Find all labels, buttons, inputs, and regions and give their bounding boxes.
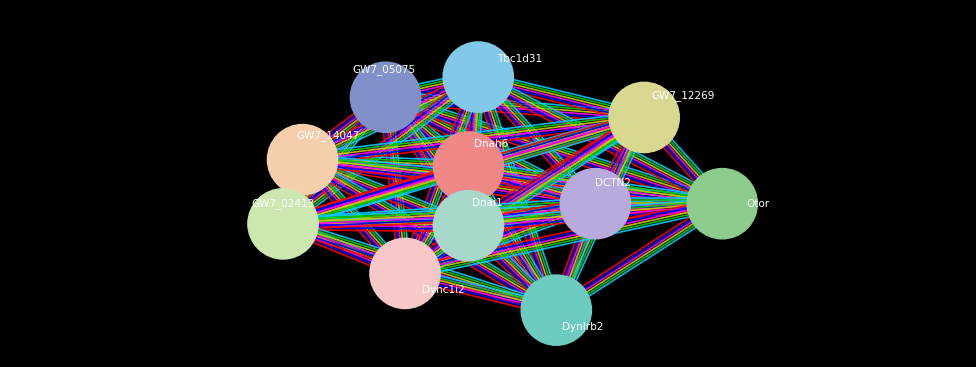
Text: GW7_02413: GW7_02413 — [252, 198, 314, 209]
Text: Dnai1: Dnai1 — [471, 197, 503, 208]
Text: Dnah6: Dnah6 — [473, 139, 508, 149]
Ellipse shape — [687, 168, 757, 239]
Text: DCTN2: DCTN2 — [595, 178, 630, 189]
Ellipse shape — [433, 132, 504, 202]
Ellipse shape — [267, 124, 338, 195]
Text: Dynlrb2: Dynlrb2 — [562, 322, 603, 333]
Text: GW7_05075: GW7_05075 — [352, 64, 415, 75]
Ellipse shape — [560, 168, 630, 239]
Text: Otor: Otor — [747, 199, 770, 209]
Ellipse shape — [248, 189, 318, 259]
Text: GW7_14047: GW7_14047 — [297, 130, 359, 141]
Ellipse shape — [521, 275, 591, 345]
Ellipse shape — [370, 238, 440, 309]
Text: GW7_12269: GW7_12269 — [652, 90, 714, 101]
Ellipse shape — [433, 190, 504, 261]
Text: Tbc1d31: Tbc1d31 — [497, 54, 542, 65]
Ellipse shape — [350, 62, 421, 132]
Text: Dync1i2: Dync1i2 — [422, 285, 465, 295]
Ellipse shape — [609, 82, 679, 153]
Ellipse shape — [443, 42, 513, 112]
